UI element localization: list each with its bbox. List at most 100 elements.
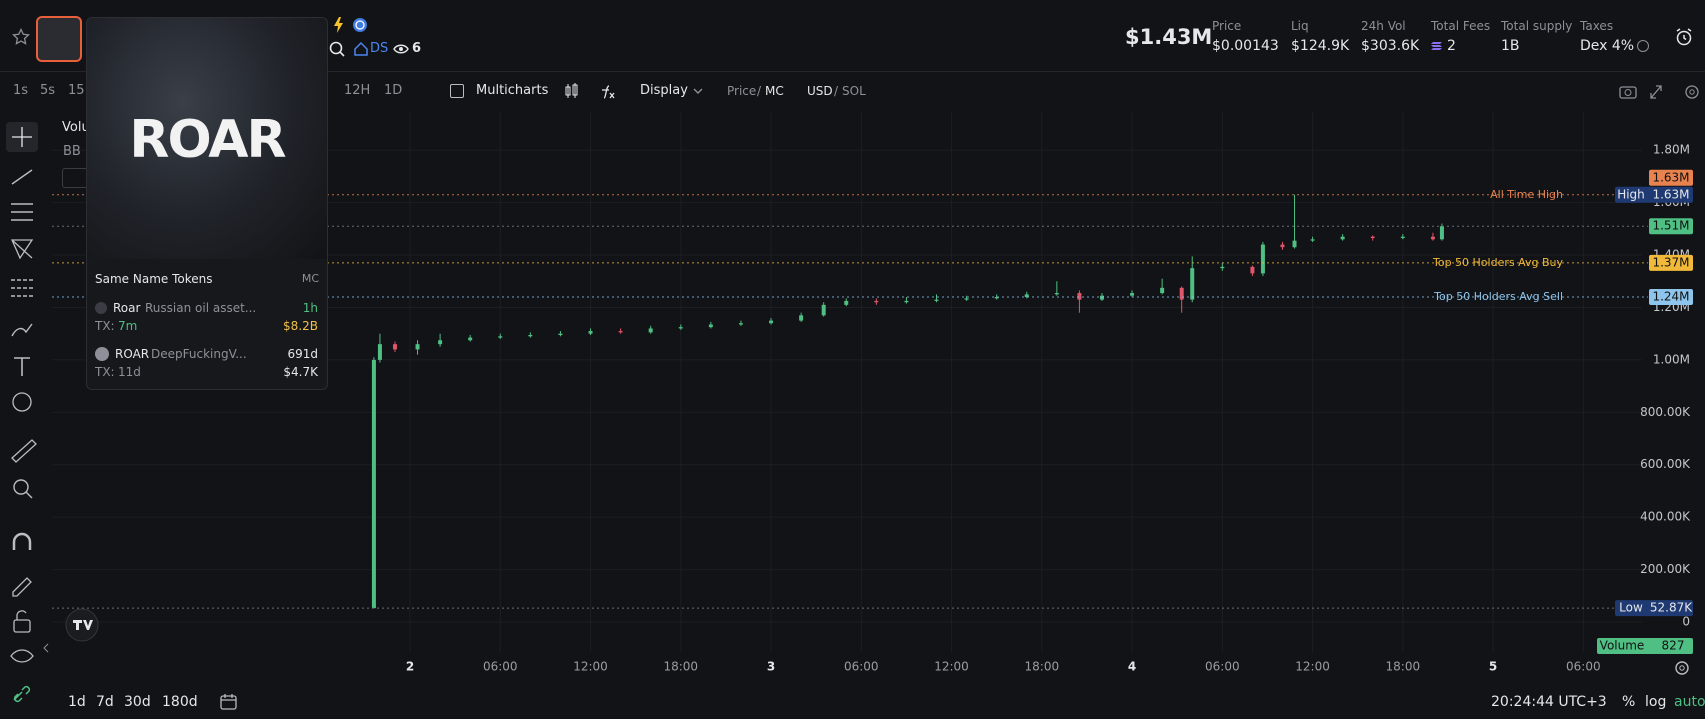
display-menu[interactable]: Display [640,83,688,98]
stat-label: Price [1212,19,1242,33]
price-toggle[interactable]: Price [727,84,757,98]
log-toggle[interactable]: log [1645,694,1667,710]
multicharts-checkbox[interactable] [450,84,464,98]
favorite-star[interactable] [12,28,30,46]
collapse-arrow[interactable] [42,642,50,654]
candle-body [934,299,939,301]
candle-body [1439,226,1444,240]
stat-value: 1B [1501,38,1520,54]
token-icon[interactable] [36,16,82,62]
candle-body [1400,236,1405,239]
candle-body [1430,236,1435,240]
current-badge: 1.51M [1652,219,1689,233]
interval[interactable]: 1D [384,83,403,98]
same-name-popup: ROAR Same Name Tokens MC Roar Russian oi… [86,17,328,390]
stat-value: $303.6K [1361,38,1420,54]
token-logo-text: ROAR [129,110,286,170]
candle-body [618,331,623,333]
token-symbol[interactable]: ROAR [115,347,150,361]
candle-body [738,323,743,325]
volume-badge-bg [1597,638,1693,654]
candle-body [415,344,420,350]
tx-label: TX: [95,365,115,379]
market-cap: $1.43M [1125,25,1213,49]
x-tick-label: 18:00 [1025,660,1060,674]
candle-body [498,336,503,338]
token-image: ROAR [87,18,327,259]
chart-tools[interactable] [564,82,624,100]
level-badge-bg [1649,254,1693,271]
level-label: All Time High [1490,188,1563,201]
stat-value: $124.9K [1291,38,1350,54]
usd-toggle[interactable]: USD [807,84,833,98]
interval[interactable]: 5s [40,83,56,98]
hl-badge-value: 52.87K [1650,601,1693,615]
candle-body [994,296,999,299]
level-label: Top 50 Holders Avg Buy [1432,256,1563,269]
candle-body [528,334,533,337]
sol-toggle[interactable]: SOL [842,84,866,98]
level-badge: 1.63M [1652,170,1689,184]
x-tick-label: 2 [406,660,414,674]
interval[interactable]: 1s [13,83,29,98]
x-tick-label: 06:00 [1205,660,1240,674]
current-badge-bg [1649,218,1693,235]
candle-body [844,300,849,305]
candle-body [648,328,653,333]
candle-body [1292,240,1297,248]
y-tick-label: 200.00K [1640,562,1691,576]
help-icon[interactable] [1636,39,1650,53]
range[interactable]: 30d [124,694,151,710]
alarm-icon[interactable] [1674,27,1694,47]
token-name: DeepFuckingV... [151,347,247,361]
token-symbol[interactable]: Roar [113,301,141,315]
tradingview-logo[interactable] [65,608,99,642]
hl-badge-bg [1615,186,1693,203]
hl-badge-label: Low [1619,601,1643,615]
axis-settings[interactable] [1673,659,1691,677]
token-avatar [95,347,109,361]
separator: / [757,84,762,98]
candle-body [468,337,473,341]
y-tick-label: 1.00M [1653,352,1690,366]
x-tick-label: 12:00 [934,660,969,674]
interval[interactable]: 12H [344,83,371,98]
range[interactable]: 180d [162,694,198,710]
range[interactable]: 7d [96,694,114,710]
mc-toggle[interactable]: MC [765,84,784,98]
drawing-toolbar[interactable] [0,118,44,708]
auto-toggle[interactable]: auto [1674,694,1705,710]
candle-body [799,315,804,321]
dex-label[interactable]: DS [370,41,389,56]
tx-label: TX: [95,319,115,333]
y-tick-label: 600.00K [1640,457,1691,471]
candle-body [1310,239,1315,241]
legend-bb: BB [63,144,81,159]
stat-label: Taxes [1580,19,1614,33]
chart-actions[interactable] [1618,82,1702,102]
hl-badge-value: 1.63M [1652,187,1689,201]
candle-body [371,359,376,609]
watchers: 6 [412,41,422,56]
candle-body [1220,266,1225,269]
clock: 20:24:44 UTC+3 [1491,694,1607,710]
x-tick-label: 12:00 [573,660,608,674]
links[interactable] [328,40,414,58]
candle-body [904,300,909,303]
y-tick-label: 1.80M [1653,143,1690,157]
date-picker[interactable] [219,692,239,712]
y-tick-label: 400.00K [1640,510,1691,524]
token-age: 1h [302,301,318,315]
level-badge-bg [1649,169,1693,186]
range[interactable]: 1d [68,694,86,710]
interval[interactable]: 15 [68,83,85,98]
candle-body [1260,244,1265,274]
candle-body [678,327,683,329]
percent-toggle[interactable]: % [1622,694,1636,710]
multicharts[interactable]: Multicharts [476,83,549,98]
stat-label: Total supply [1501,19,1573,33]
volume-badge-value: 827 [1662,639,1685,653]
level-badge: 1.37M [1652,255,1689,269]
